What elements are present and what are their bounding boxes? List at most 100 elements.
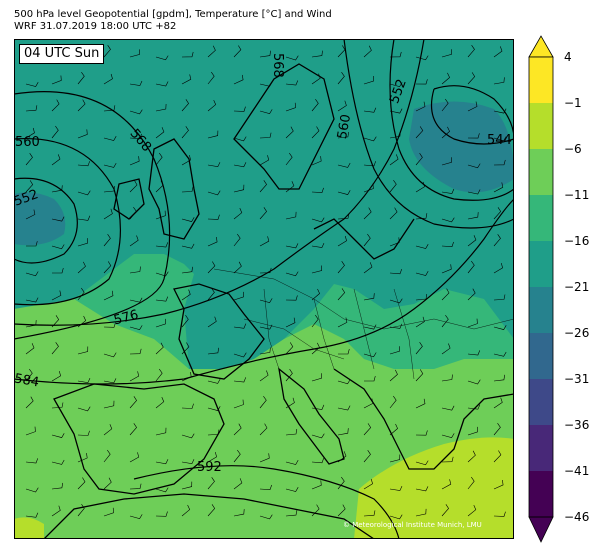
wind-barb xyxy=(233,45,242,58)
wind-barb xyxy=(311,314,319,328)
wind-barb xyxy=(233,261,242,274)
wind-barb xyxy=(285,429,298,436)
contour-label: 592 xyxy=(197,460,222,475)
wind-barb xyxy=(129,235,139,247)
wind-barb xyxy=(363,510,376,517)
colorbar-segment xyxy=(529,241,553,287)
wind-barb xyxy=(233,184,245,193)
wind-barb xyxy=(103,352,117,358)
wind-barb xyxy=(259,370,269,382)
wind-barb xyxy=(337,317,348,328)
wind-barb xyxy=(259,514,273,520)
wind-barb xyxy=(155,511,168,517)
wind-barb xyxy=(493,182,504,193)
wind-barb xyxy=(25,396,34,409)
wind-barb xyxy=(259,180,267,193)
wind-barb xyxy=(285,80,299,86)
wind-barb xyxy=(441,288,450,301)
wind-barb xyxy=(51,505,61,517)
wind-barb xyxy=(233,352,247,358)
contour-label: 544 xyxy=(487,133,512,148)
wind-barb xyxy=(259,423,268,436)
wind-barb xyxy=(51,290,62,301)
wind-barb xyxy=(207,347,219,355)
colorbar-tick-label: −26 xyxy=(564,326,590,340)
wind-barb xyxy=(415,126,424,139)
wind-barb xyxy=(155,296,169,302)
wind-barb xyxy=(155,427,167,436)
wind-barb xyxy=(467,163,481,169)
wind-barb xyxy=(25,209,36,220)
wind-barb xyxy=(311,126,320,139)
coastline-baltic xyxy=(313,218,415,260)
wind-barb xyxy=(493,234,501,247)
wind-barb xyxy=(259,347,271,355)
wind-barb xyxy=(493,108,507,114)
coastline-britain xyxy=(148,138,200,240)
wind-barb xyxy=(259,298,273,304)
wind-barb xyxy=(103,45,111,58)
wind-barb xyxy=(259,324,273,330)
wind-barb xyxy=(129,396,137,409)
contour-label: 560 xyxy=(335,113,354,140)
temp-band-warmest xyxy=(354,437,514,539)
wind-barb xyxy=(467,189,481,195)
wind-barb xyxy=(285,152,293,166)
wind-barb xyxy=(77,504,85,517)
wind-barb xyxy=(285,102,296,112)
wind-barb xyxy=(25,105,38,112)
contour-label: 560 xyxy=(15,135,40,150)
wind-barb xyxy=(389,395,397,409)
wind-barb xyxy=(129,207,137,220)
wind-barb xyxy=(51,402,64,409)
wind-barb xyxy=(233,509,245,517)
colorbar-segment xyxy=(529,57,553,103)
contour-label: 568 xyxy=(270,53,285,78)
wind-barb xyxy=(155,152,163,166)
wind-barb xyxy=(103,105,116,112)
wind-barb xyxy=(233,74,244,85)
temp-band-colder xyxy=(409,101,514,193)
wind-barb xyxy=(441,217,455,223)
wind-barb xyxy=(389,131,401,139)
contour-544-east xyxy=(430,85,514,145)
wind-barb xyxy=(415,244,429,249)
wind-barb xyxy=(233,136,247,142)
wind-barb xyxy=(77,346,89,355)
wind-barb xyxy=(181,186,194,193)
colorbar-segment xyxy=(529,379,553,425)
wind-barb xyxy=(233,291,244,301)
wind-barb xyxy=(51,185,63,193)
wind-barb xyxy=(441,315,449,328)
wind-barb xyxy=(181,51,194,58)
wind-barb xyxy=(25,127,35,139)
wind-barb xyxy=(155,368,163,382)
wind-barb xyxy=(181,481,193,490)
contour-560 xyxy=(14,137,121,306)
wind-barb xyxy=(493,77,505,85)
wind-barb xyxy=(389,82,403,88)
wind-barb xyxy=(77,287,85,301)
wind-barb xyxy=(259,81,273,87)
wind-barb xyxy=(155,487,169,493)
wind-barb xyxy=(129,297,143,303)
wind-barb xyxy=(389,369,398,382)
wind-barb xyxy=(467,260,475,274)
wind-barb xyxy=(155,318,166,328)
wind-barb xyxy=(415,55,429,61)
colorbar-tick-label: −36 xyxy=(564,418,590,432)
wind-barb xyxy=(233,207,243,220)
wind-barb xyxy=(441,456,454,463)
wind-barb xyxy=(493,397,503,409)
wind-barb xyxy=(103,507,114,517)
wind-barb xyxy=(155,210,166,220)
wind-barb xyxy=(467,476,475,490)
wind-barb xyxy=(363,136,377,142)
wind-barb xyxy=(155,81,169,87)
wind-barb xyxy=(233,233,241,247)
wind-barb xyxy=(389,51,402,58)
wind-barb xyxy=(285,397,295,409)
wind-barb xyxy=(441,241,454,248)
wind-barb xyxy=(155,180,164,193)
wind-barb xyxy=(51,433,65,438)
